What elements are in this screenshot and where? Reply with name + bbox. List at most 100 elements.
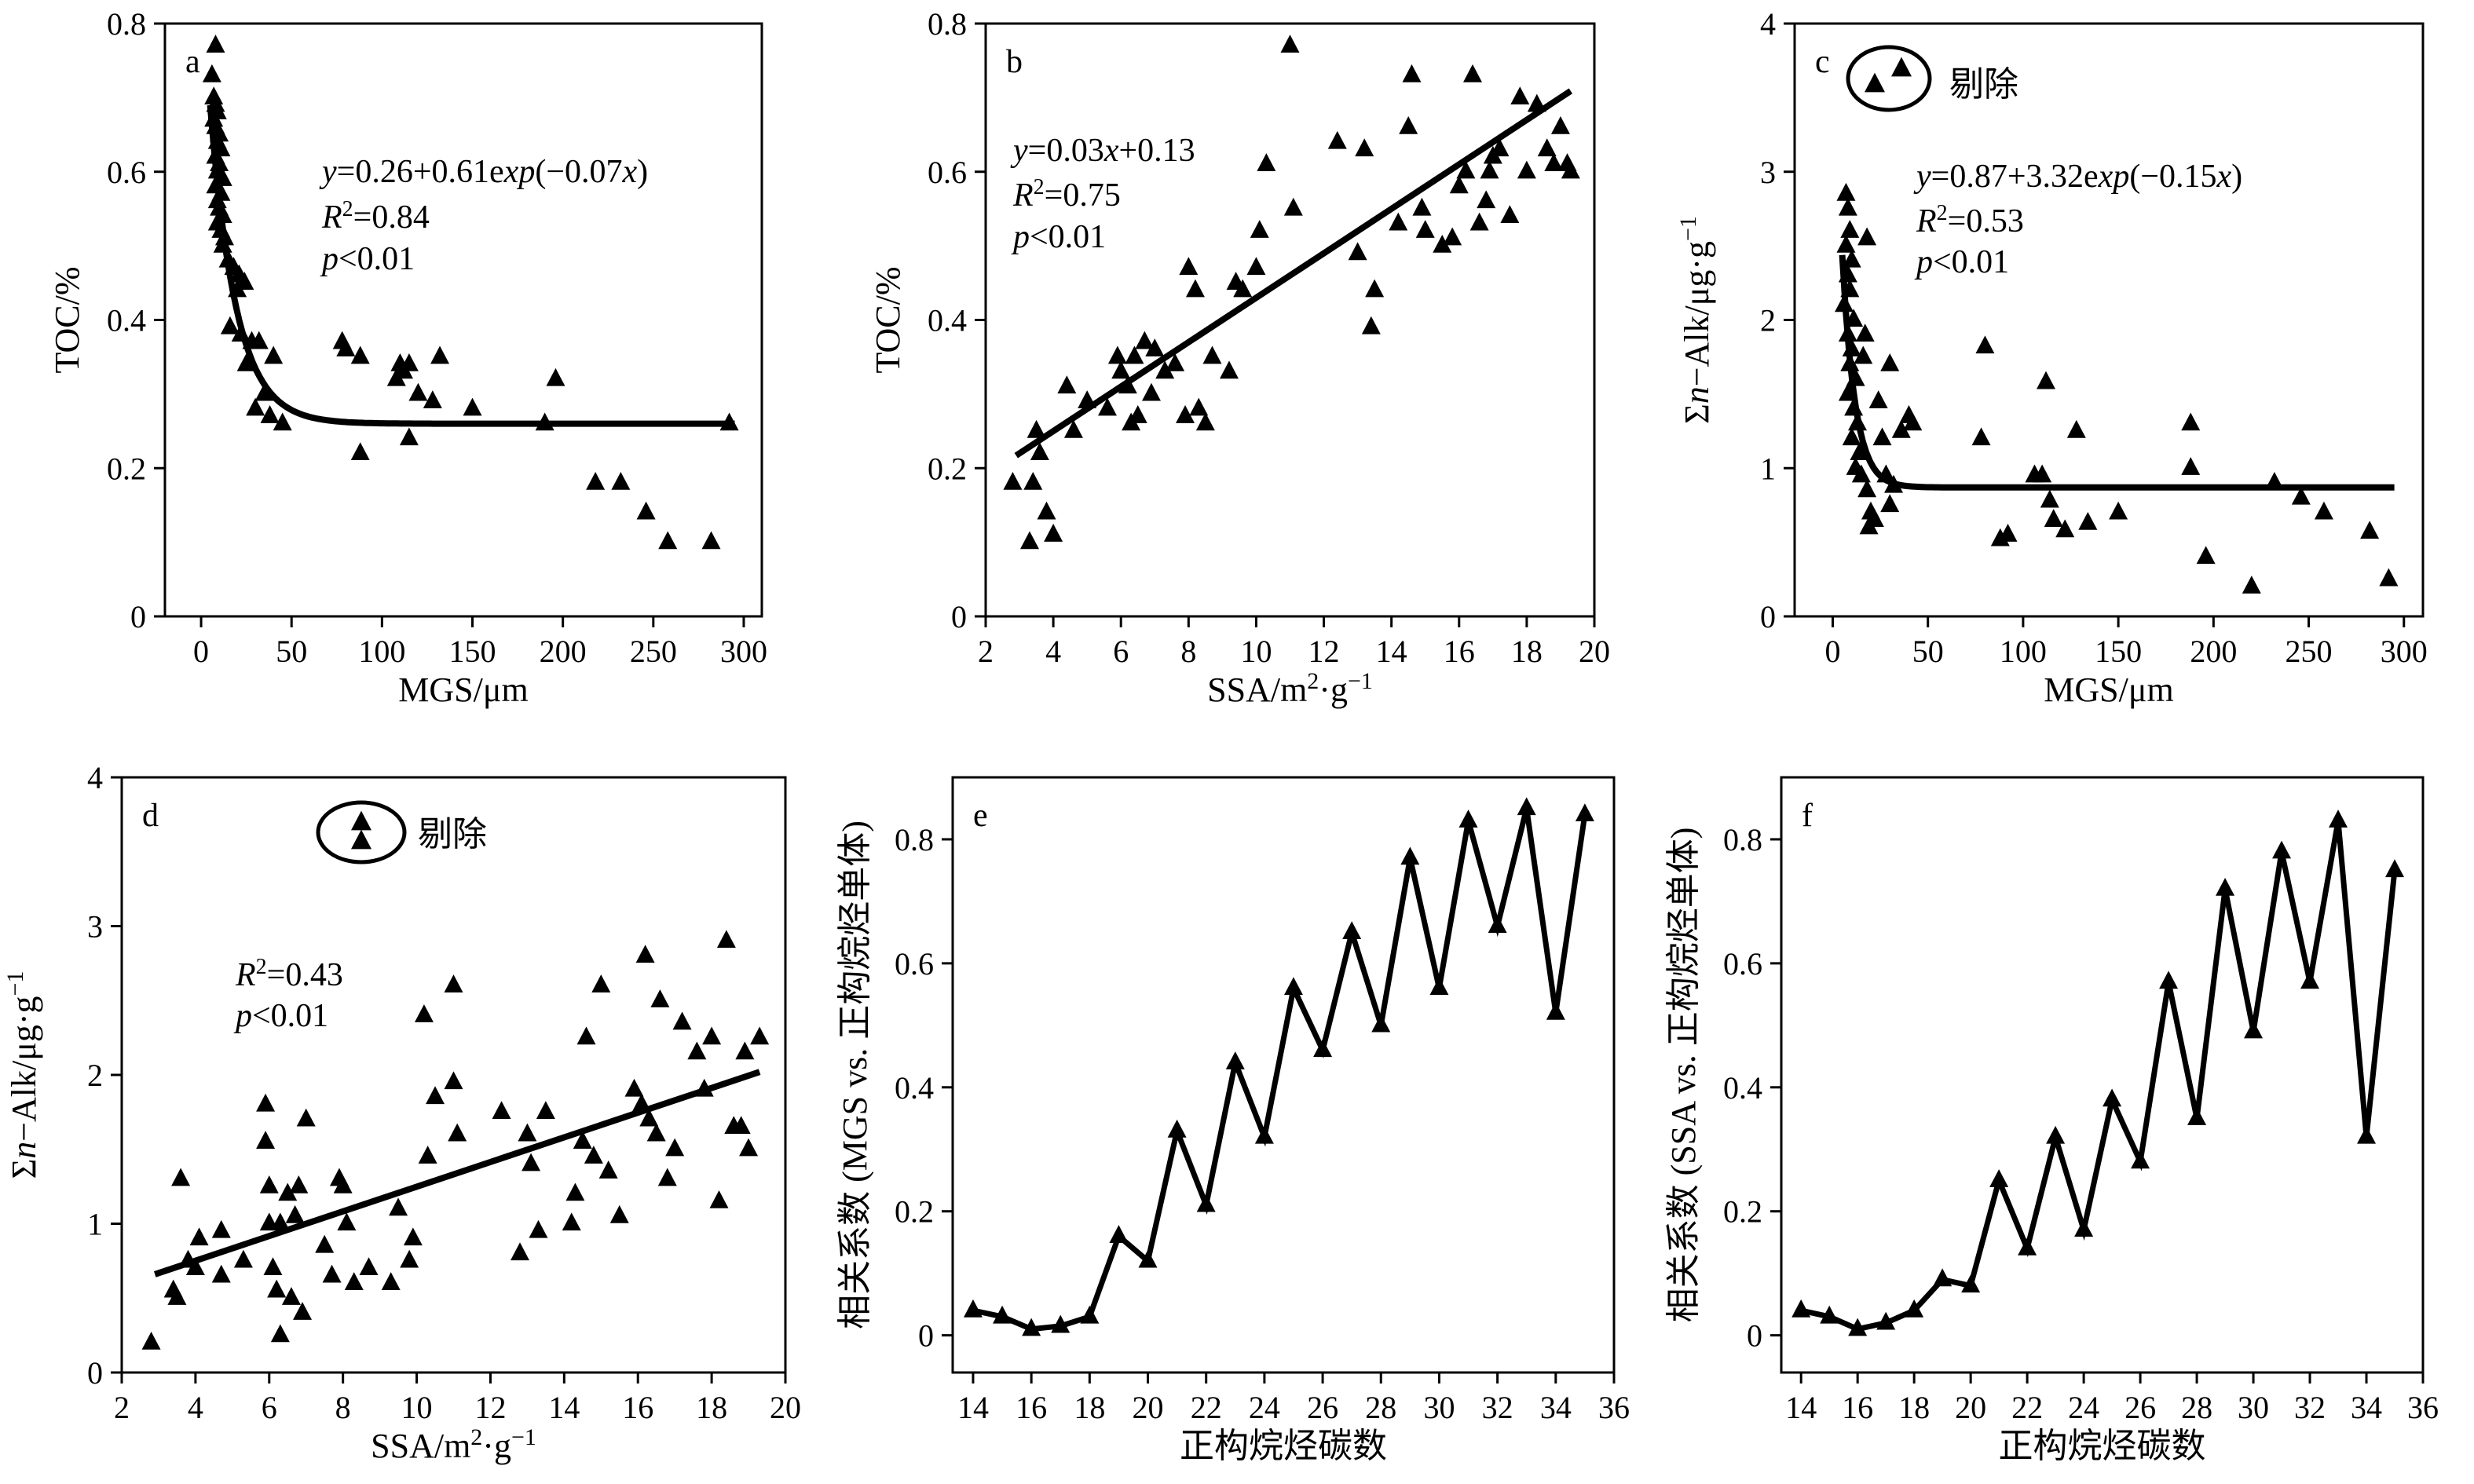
fit-line — [153, 1069, 761, 1277]
data-point — [1961, 1274, 1981, 1293]
data-point — [350, 345, 370, 364]
data-point — [1443, 227, 1462, 246]
x-tick-label: 0 — [193, 634, 209, 669]
excluded-point — [351, 829, 371, 850]
data-point — [1433, 234, 1452, 253]
data-point — [408, 382, 428, 401]
data-point — [1561, 160, 1580, 179]
data-point — [448, 1123, 467, 1142]
data-point — [2037, 371, 2055, 389]
data-point — [1854, 345, 1873, 364]
data-point — [444, 1071, 463, 1090]
data-point — [322, 1264, 342, 1283]
data-point — [2046, 1125, 2066, 1144]
data-point — [2216, 877, 2235, 896]
x-tick-label: 32 — [1482, 1390, 1513, 1425]
data-point — [206, 35, 225, 53]
x-tick-label: 30 — [2238, 1390, 2269, 1425]
data-point — [584, 1146, 603, 1164]
data-point — [576, 1026, 596, 1045]
data-point — [1400, 846, 1420, 865]
fit-line — [1839, 254, 2395, 491]
data-point — [259, 1175, 279, 1193]
data-point — [586, 471, 606, 490]
x-tick-label: 18 — [1898, 1390, 1930, 1425]
data-point — [750, 1026, 770, 1045]
panel-label: a — [185, 44, 200, 80]
data-point — [1189, 397, 1209, 416]
data-point — [1933, 1268, 1952, 1287]
data-point — [1176, 405, 1195, 423]
data-point — [1027, 419, 1046, 438]
plot-frame — [984, 22, 1596, 618]
data-point — [1138, 1249, 1158, 1268]
data-point — [293, 1302, 313, 1320]
data-point — [611, 471, 631, 490]
x-tick-label: 26 — [1307, 1390, 1338, 1425]
data-point — [1550, 115, 1570, 134]
data-point — [1225, 1051, 1245, 1069]
panel-c: 0 50 100 150 200 250 300 0 1 2 3 4 MGS/μm Σn−Alk/μg·g… — [1675, 6, 2428, 709]
data-point — [270, 1212, 290, 1231]
data-point — [1876, 464, 1896, 483]
data-point — [1389, 212, 1408, 231]
data-point — [336, 338, 356, 356]
x-tick-label: 4 — [188, 1390, 203, 1425]
x-tick-label: 2 — [114, 1390, 130, 1425]
data-point — [1844, 309, 1864, 327]
data-point — [1109, 1225, 1129, 1243]
data-point — [709, 1190, 729, 1208]
x-tick-label: 2 — [978, 634, 994, 669]
data-point — [381, 1272, 401, 1290]
data-point — [289, 1175, 309, 1193]
data-point — [1989, 1169, 2009, 1187]
data-point — [1449, 175, 1469, 194]
data-point — [236, 353, 256, 371]
data-point — [1865, 509, 1884, 527]
x-tick-label: 16 — [1842, 1390, 1873, 1425]
data-point — [344, 1272, 364, 1290]
x-tick-label: 250 — [2286, 634, 2333, 669]
data-point — [426, 1086, 445, 1105]
data-point — [701, 531, 721, 550]
data-point — [635, 945, 655, 963]
plot-frame — [163, 22, 763, 618]
y-tick-label: 0.4 — [1723, 1070, 1762, 1106]
excluded-points-ellipse — [316, 800, 407, 864]
data-point — [1185, 279, 1205, 298]
data-point — [185, 1257, 205, 1276]
data-point — [2103, 1088, 2122, 1107]
data-point — [2078, 511, 2098, 530]
panel-label: d — [142, 798, 159, 834]
y-tick-label: 3 — [1760, 155, 1776, 190]
y-tick-label: 0.2 — [928, 451, 967, 486]
data-point — [535, 412, 554, 431]
fit-annotation: y=0.26+0.61exp(−0.07x) — [319, 154, 648, 190]
data-point — [1135, 331, 1155, 349]
excluded-point — [1891, 57, 1912, 77]
data-point — [430, 345, 450, 364]
y-tick-label: 0.2 — [895, 1194, 934, 1230]
fit-line — [1014, 88, 1573, 459]
x-tick-label: 24 — [1249, 1390, 1280, 1425]
panel-d: 2 4 6 8 10 12 14 16 18 2001234SSA/m2·g−1Σn−Alk/μg… — [2, 760, 802, 1465]
panel-label: e — [973, 798, 988, 834]
data-point — [2018, 1237, 2037, 1256]
excluded-label: 剔除 — [418, 815, 487, 853]
data-point — [1257, 153, 1276, 171]
data-point — [2385, 859, 2405, 878]
data-point — [1023, 471, 1043, 490]
data-point — [1891, 419, 1911, 438]
data-point — [1840, 220, 1860, 238]
data-point — [2131, 1150, 2150, 1169]
data-point — [285, 1204, 305, 1223]
data-point — [522, 1153, 541, 1171]
x-tick-label: 20 — [1133, 1390, 1164, 1425]
data-point — [278, 1182, 298, 1201]
panel-label: c — [1815, 44, 1830, 80]
plot-frame — [951, 776, 1616, 1374]
data-point — [1022, 1318, 1041, 1336]
data-point — [231, 323, 251, 342]
data-point — [735, 1041, 755, 1060]
data-point — [2196, 546, 2216, 565]
